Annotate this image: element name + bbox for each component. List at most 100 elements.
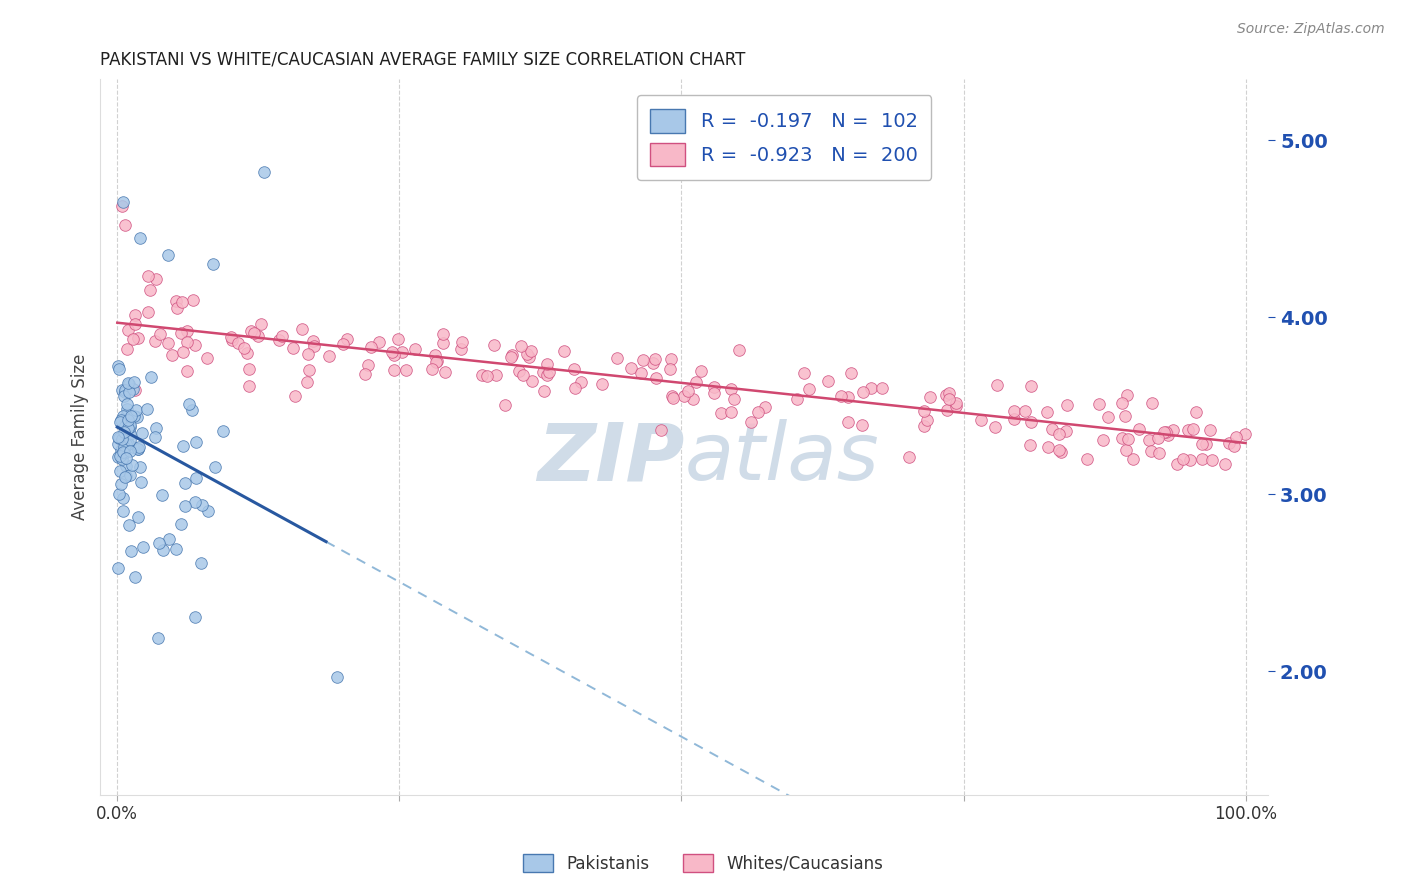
Point: [1049, 445, 1071, 459]
Point: [562, 362, 585, 376]
Point: [912, 404, 935, 418]
Point: [1122, 452, 1144, 467]
Point: [127, 331, 149, 345]
Point: [124, 308, 146, 322]
Point: [391, 344, 413, 359]
Point: [118, 376, 141, 391]
Point: [659, 351, 682, 366]
Point: [172, 345, 194, 359]
Point: [152, 543, 174, 558]
Point: [108, 431, 131, 445]
Point: [108, 464, 131, 478]
Point: [1161, 423, 1184, 437]
Point: [672, 389, 695, 403]
Point: [1154, 425, 1177, 440]
Legend: Pakistanis, Whites/Caucasians: Pakistanis, Whites/Caucasians: [516, 847, 890, 880]
Point: [114, 451, 136, 466]
Point: [620, 360, 643, 375]
Point: [120, 544, 142, 558]
Point: [281, 341, 304, 355]
Point: [318, 349, 340, 363]
Point: [720, 405, 742, 419]
Point: [522, 374, 544, 388]
Point: [108, 362, 131, 376]
Point: [432, 335, 454, 350]
Point: [190, 498, 212, 512]
Point: [166, 301, 188, 316]
Point: [183, 293, 205, 308]
Point: [112, 417, 135, 432]
Point: [129, 460, 152, 475]
Point: [1140, 396, 1163, 410]
Point: [332, 336, 354, 351]
Point: [508, 364, 530, 378]
Point: [117, 402, 139, 417]
Point: [112, 425, 135, 439]
Point: [1171, 452, 1194, 467]
Point: [720, 382, 742, 396]
Point: [127, 409, 149, 424]
Point: [136, 305, 159, 319]
Point: [1036, 440, 1059, 454]
Point: [124, 383, 146, 397]
Point: [145, 272, 167, 286]
Point: [149, 326, 172, 341]
Point: [1002, 411, 1025, 425]
Point: [136, 401, 159, 416]
Point: [482, 338, 505, 352]
Point: [114, 383, 136, 397]
Point: [938, 392, 960, 407]
Point: [284, 389, 307, 403]
Point: [381, 345, 404, 359]
Text: ZIP: ZIP: [537, 419, 685, 498]
Point: [1181, 422, 1204, 436]
Point: [111, 452, 134, 467]
Point: [176, 364, 198, 378]
Point: [240, 325, 263, 339]
Point: [740, 415, 762, 429]
Point: [107, 359, 129, 373]
Point: [1177, 423, 1199, 437]
Point: [269, 333, 291, 347]
Point: [111, 383, 134, 397]
Point: [817, 374, 839, 388]
Point: [176, 335, 198, 350]
Point: [1088, 397, 1111, 411]
Point: [501, 349, 523, 363]
Point: [935, 402, 957, 417]
Point: [1140, 444, 1163, 458]
Point: [536, 368, 558, 382]
Point: [520, 343, 543, 358]
Point: [516, 346, 538, 360]
Point: [108, 415, 131, 429]
Point: [1233, 427, 1256, 442]
Point: [564, 381, 586, 395]
Point: [425, 355, 447, 369]
Point: [1115, 442, 1137, 457]
Point: [195, 351, 218, 365]
Point: [125, 403, 148, 417]
Point: [912, 419, 935, 434]
Point: [219, 330, 242, 344]
Point: [859, 381, 882, 395]
Point: [297, 375, 319, 389]
Point: [690, 364, 713, 378]
Point: [935, 387, 957, 401]
Point: [1184, 405, 1206, 419]
Point: [118, 433, 141, 447]
Point: [537, 365, 560, 379]
Point: [870, 381, 893, 395]
Point: [204, 460, 226, 475]
Point: [115, 458, 138, 473]
Point: [644, 371, 666, 385]
Point: [531, 365, 554, 379]
Point: [184, 610, 207, 624]
Point: [920, 390, 942, 404]
Point: [494, 398, 516, 412]
Point: [118, 444, 141, 458]
Point: [661, 389, 683, 403]
Point: [117, 324, 139, 338]
Point: [839, 366, 862, 380]
Point: [1036, 405, 1059, 419]
Point: [1019, 438, 1042, 452]
